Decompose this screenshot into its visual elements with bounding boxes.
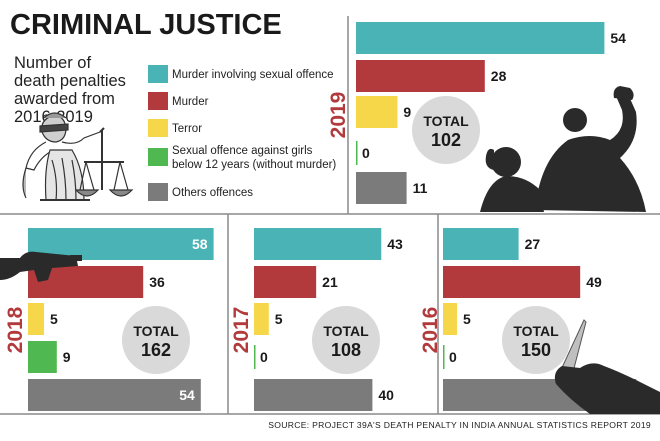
total-value-2018: 162 [141, 340, 171, 360]
total-circle-2018 [122, 306, 190, 374]
value-label-2018-3: 5 [50, 311, 58, 327]
total-label-2016: TOTAL [513, 323, 559, 339]
bar-2019-4 [356, 141, 358, 165]
legend: Murder involving sexual offence Murder Ter… [148, 65, 336, 201]
total-value-2019: 102 [431, 130, 461, 150]
subtitle-line-1: Number of [14, 54, 91, 72]
value-label-2019-5: 11 [413, 180, 428, 196]
bar-2016-2 [443, 266, 581, 298]
value-label-2017-2: 21 [322, 274, 338, 290]
year-label-2016: 2016 [419, 307, 442, 354]
bar-2019-3 [356, 96, 398, 128]
value-label-2018-2: 36 [149, 274, 165, 290]
legend-swatch-1 [148, 65, 168, 83]
value-label-2016-3: 5 [463, 311, 471, 327]
bar-2018-5 [28, 379, 201, 411]
gun-hand-icon [0, 251, 82, 282]
bar-2018-4 [28, 341, 57, 373]
total-value-2017: 108 [331, 340, 361, 360]
attacker-silhouette-icon [480, 86, 646, 212]
bar-2019-2 [356, 60, 485, 92]
value-label-2018-1: 58 [192, 236, 208, 252]
value-label-2019-2: 28 [491, 68, 507, 84]
value-label-2019-4: 0 [362, 145, 370, 161]
legend-swatch-4 [148, 148, 168, 166]
bar-2017-4 [254, 345, 256, 369]
value-label-2017-1: 43 [387, 236, 403, 252]
value-label-2019-1: 54 [610, 30, 626, 46]
value-label-2017-5: 40 [378, 387, 394, 403]
value-label-2016-4: 0 [449, 349, 457, 365]
legend-label-4-2: below 12 years (without murder) [172, 159, 336, 171]
value-label-2017-3: 5 [275, 311, 283, 327]
total-label-2018: TOTAL [133, 323, 179, 339]
panel-dividers [0, 16, 660, 415]
value-label-2019-3: 9 [403, 104, 411, 120]
title: CRIMINAL JUSTICE [10, 9, 282, 41]
total-label-2017: TOTAL [323, 323, 369, 339]
year-label-2018: 2018 [4, 306, 27, 353]
value-label-2017-4: 0 [260, 349, 268, 365]
legend-swatch-3 [148, 119, 168, 137]
subtitle-line-2: death penalties [14, 72, 126, 90]
legend-label-1: Murder involving sexual offence [172, 69, 334, 81]
total-label-2019: TOTAL [423, 113, 469, 129]
source-note: SOURCE: PROJECT 39A'S DEATH PENALTY IN I… [268, 420, 651, 430]
legend-label-5: Others offences [172, 187, 253, 199]
total-circle-2016 [502, 306, 570, 374]
bar-2016-3 [443, 303, 457, 335]
legend-swatch-2 [148, 92, 168, 110]
total-circle-2017 [312, 306, 380, 374]
bar-2018-3 [28, 303, 44, 335]
subtitle-line-3: awarded from [14, 90, 115, 108]
legend-label-4-1: Sexual offence against girls [172, 145, 313, 157]
bar-2019-1 [356, 22, 605, 54]
value-label-2016-1: 27 [525, 236, 541, 252]
bar-2017-2 [254, 266, 317, 298]
justice-statue-icon [22, 112, 134, 201]
value-label-2016-2: 49 [586, 274, 602, 290]
bar-2016-1 [443, 228, 519, 260]
year-label-2019: 2019 [327, 92, 350, 139]
legend-swatch-5 [148, 183, 168, 201]
total-circle-2019 [412, 96, 480, 164]
knife-hand-icon [554, 319, 660, 414]
bar-2017-5 [254, 379, 373, 411]
value-label-2018-4: 9 [63, 349, 71, 365]
bar-2017-1 [254, 228, 382, 260]
bar-2019-5 [356, 172, 407, 204]
bar-2016-4 [443, 345, 445, 369]
value-label-2018-5: 54 [179, 387, 195, 403]
bar-2017-3 [254, 303, 269, 335]
total-value-2016: 150 [521, 340, 551, 360]
legend-label-3: Terror [172, 123, 202, 135]
year-label-2017: 2017 [230, 307, 253, 354]
legend-label-2: Murder [172, 96, 209, 108]
